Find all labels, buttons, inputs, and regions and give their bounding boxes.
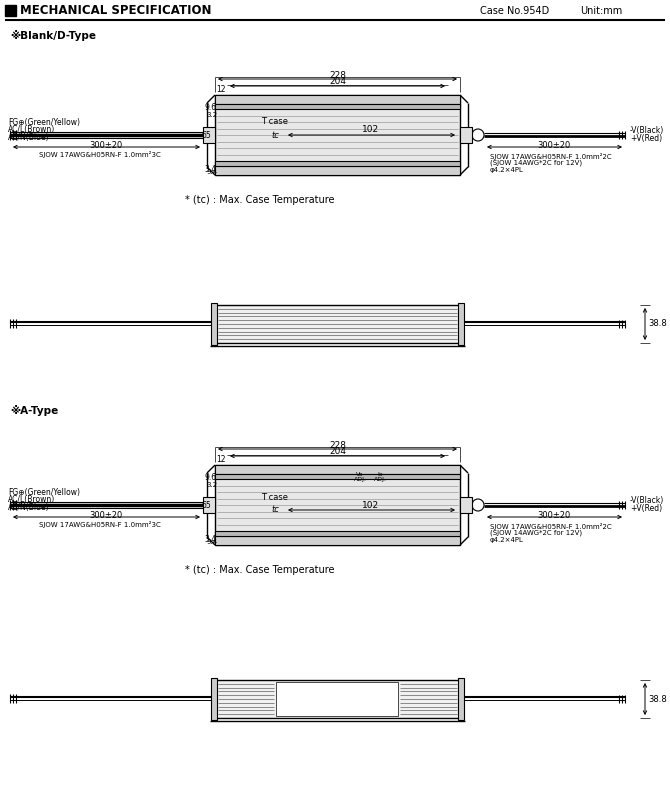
Bar: [211, 303, 217, 345]
Text: 102: 102: [362, 501, 380, 509]
Bar: [460, 497, 472, 513]
Text: 228: 228: [329, 71, 346, 79]
Text: 300±20: 300±20: [537, 141, 571, 149]
Text: 38.8: 38.8: [648, 695, 667, 703]
Text: 300±20: 300±20: [89, 141, 123, 149]
Bar: [458, 678, 464, 720]
Bar: [215, 95, 460, 175]
Text: SJOW 17AWG&H05RN-F 1.0mm²2C: SJOW 17AWG&H05RN-F 1.0mm²2C: [490, 523, 612, 530]
Text: AC/L(Brown): AC/L(Brown): [8, 495, 55, 504]
Text: 9.4: 9.4: [207, 169, 218, 175]
Text: 3.2: 3.2: [207, 482, 218, 488]
Text: 12: 12: [216, 86, 226, 94]
Text: 102: 102: [362, 126, 380, 134]
Text: Vo
ADJ.: Vo ADJ.: [354, 472, 366, 483]
Bar: [215, 465, 460, 474]
Text: 228: 228: [329, 440, 346, 450]
Bar: [215, 305, 460, 343]
Text: AC/L(Brown): AC/L(Brown): [8, 125, 55, 134]
Bar: [215, 166, 460, 175]
Text: FG⊕(Green/Yellow): FG⊕(Green/Yellow): [8, 118, 80, 127]
Circle shape: [373, 480, 387, 494]
Text: φ4.2×4PL: φ4.2×4PL: [490, 167, 524, 173]
Bar: [203, 497, 215, 513]
Bar: [215, 161, 460, 166]
Text: 65: 65: [201, 501, 211, 509]
Text: AC/N(Blue): AC/N(Blue): [8, 133, 50, 142]
Bar: [276, 682, 398, 716]
Bar: [460, 127, 472, 143]
Text: 300±20: 300±20: [89, 510, 123, 520]
Text: SJOW 17AWG&H05RN-F 1.0mm²2C: SJOW 17AWG&H05RN-F 1.0mm²2C: [490, 153, 612, 160]
Text: FG⊕(Green/Yellow): FG⊕(Green/Yellow): [8, 488, 80, 497]
Bar: [458, 303, 464, 345]
Text: 12: 12: [216, 456, 226, 465]
Text: 65: 65: [201, 130, 211, 139]
Text: AC/N(Blue): AC/N(Blue): [8, 503, 50, 512]
Text: 3.2: 3.2: [207, 112, 218, 118]
Text: -V(Black): -V(Black): [630, 497, 664, 505]
Circle shape: [353, 480, 367, 494]
Text: φ4.2×4PL: φ4.2×4PL: [490, 537, 524, 543]
Text: MECHANICAL SPECIFICATION: MECHANICAL SPECIFICATION: [20, 5, 212, 17]
Text: 300±20: 300±20: [537, 510, 571, 520]
Text: ※Blank/D-Type: ※Blank/D-Type: [10, 30, 96, 41]
Bar: [215, 95, 460, 104]
Text: ※A-Type: ※A-Type: [10, 405, 58, 416]
Bar: [215, 474, 460, 479]
Text: +V(Red): +V(Red): [630, 504, 662, 512]
Text: 9.4: 9.4: [207, 539, 218, 545]
Bar: [203, 127, 215, 143]
Bar: [5, 5, 16, 16]
Text: (SJOW 14AWG*2C for 12V): (SJOW 14AWG*2C for 12V): [490, 530, 582, 537]
Bar: [211, 678, 217, 720]
Text: T case: T case: [261, 493, 289, 501]
Bar: [215, 104, 460, 109]
Bar: [215, 465, 460, 545]
Text: 3.4: 3.4: [205, 535, 217, 545]
Text: SJOW 17AWG&H05RN-F 1.0mm²3C: SJOW 17AWG&H05RN-F 1.0mm²3C: [39, 521, 161, 528]
Text: 9.6: 9.6: [205, 472, 217, 482]
Text: tc: tc: [271, 505, 279, 515]
Text: -V(Black): -V(Black): [630, 127, 664, 135]
Text: * (tc) : Max. Case Temperature: * (tc) : Max. Case Temperature: [185, 565, 334, 575]
Text: Io
ADJ.: Io ADJ.: [373, 472, 387, 483]
Bar: [215, 680, 460, 718]
Text: (SJOW 14AWG*2C for 12V): (SJOW 14AWG*2C for 12V): [490, 160, 582, 167]
Text: 204: 204: [329, 447, 346, 457]
Text: 3.4: 3.4: [205, 166, 217, 174]
Text: T case: T case: [261, 117, 289, 127]
Text: 9.6: 9.6: [205, 102, 217, 112]
Text: * (tc) : Max. Case Temperature: * (tc) : Max. Case Temperature: [185, 195, 334, 205]
Text: 38.8: 38.8: [648, 319, 667, 329]
Text: 204: 204: [329, 78, 346, 86]
Text: +V(Red): +V(Red): [630, 134, 662, 142]
Bar: [215, 531, 460, 536]
Text: tc: tc: [271, 130, 279, 139]
Bar: [215, 536, 460, 545]
Text: Case No.954D: Case No.954D: [480, 6, 549, 16]
Text: SJOW 17AWG&H05RN-F 1.0mm²3C: SJOW 17AWG&H05RN-F 1.0mm²3C: [39, 151, 161, 158]
Text: Unit:mm: Unit:mm: [580, 6, 622, 16]
